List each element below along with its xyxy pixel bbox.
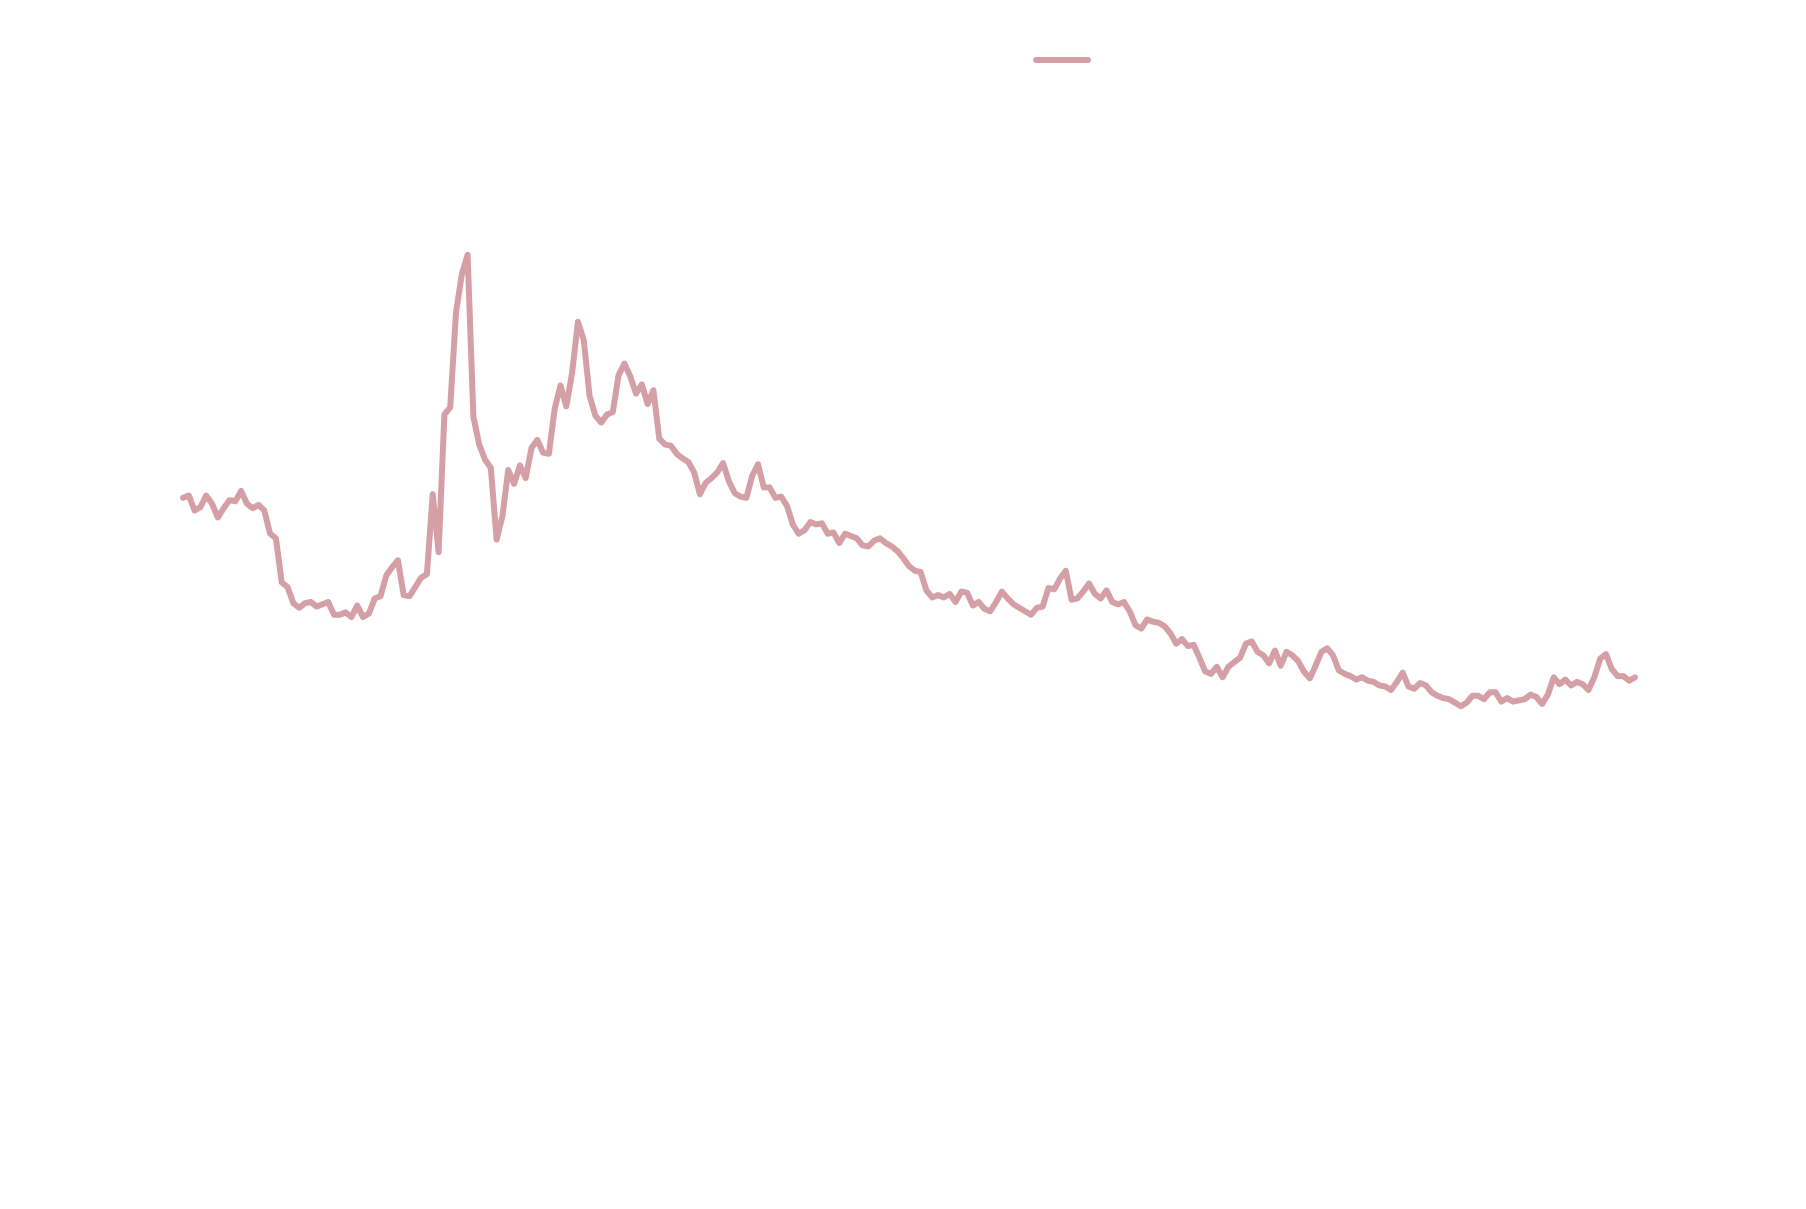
line-series — [180, 251, 1638, 710]
